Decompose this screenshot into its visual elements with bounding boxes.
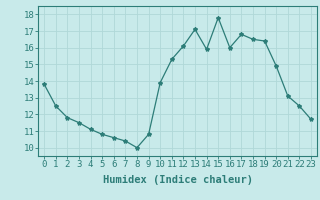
X-axis label: Humidex (Indice chaleur): Humidex (Indice chaleur) xyxy=(103,175,252,185)
